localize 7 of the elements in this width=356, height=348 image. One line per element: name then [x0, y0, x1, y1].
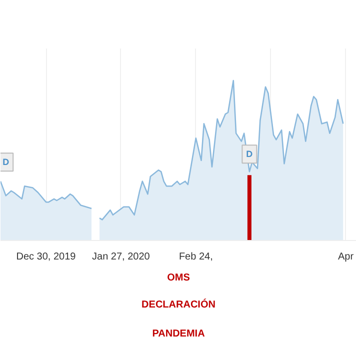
annotation: D	[246, 149, 254, 160]
x-tick-label: Apr	[338, 252, 354, 262]
x-tick-label: Dec 30, 2019	[16, 252, 76, 262]
annotation: D	[2, 157, 10, 168]
x-tick-label: Jan 27, 2020	[92, 252, 150, 262]
text: OMS DECLARACIÓN PANDEMIA	[142, 272, 216, 340]
x-tick-label: Feb 24,	[178, 252, 213, 262]
